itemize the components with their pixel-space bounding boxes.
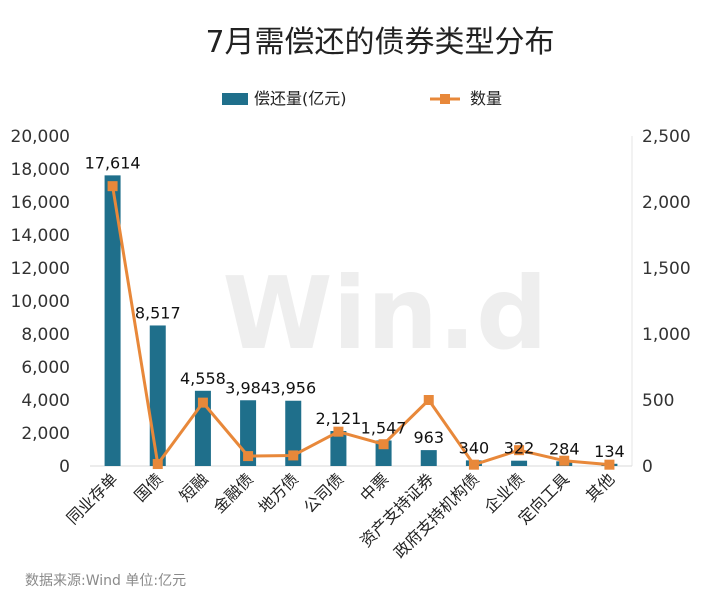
y-right-tick-label: 1,000 [642,325,691,345]
x-tick-label: 中票 [356,469,392,505]
bar [511,460,528,466]
bar-value-label: 17,614 [85,153,141,172]
count-point [559,455,570,466]
y-right-tick-label: 2,500 [642,127,691,147]
x-tick-label: 同业存单 [63,469,122,528]
watermark: Win.d [222,255,547,372]
bar [285,400,302,466]
count-point [197,397,208,408]
y-left-tick-label: 10,000 [11,292,70,312]
count-point [423,395,434,405]
legend-bar-label: 偿还量(亿元) [254,89,347,108]
legend-line-marker [440,94,450,104]
x-axis-labels: 同业存单 国债 短融金融债地方债公司债 中票资产支持证券政府支持机构债企业债定向工具其… [63,469,619,562]
count-point [152,459,163,470]
count-line-series [107,181,615,470]
x-tick-label: 金融债 [210,469,257,516]
y-left-tick-label: 6,000 [21,358,70,378]
count-point [107,181,118,192]
count-point [333,426,344,437]
legend: 偿还量(亿元) 数量 [222,89,502,108]
y-left-tick-label: 14,000 [11,226,70,246]
y-left-tick-label: 8,000 [21,325,70,345]
count-point [243,451,254,462]
y-right-tick-label: 2,000 [642,193,691,213]
bar [330,431,347,466]
bar-value-label: 3,984 [225,378,271,397]
x-tick-label: 其他 [582,469,618,505]
bar-value-label: 2,121 [316,409,362,428]
source-note: 数据来源:Wind 单位:亿元 [25,573,186,589]
y-right-tick-label: 0 [642,457,653,477]
y-left-tick-label: 2,000 [21,424,70,444]
bar-value-label: 8,517 [135,303,181,322]
count-point [468,459,479,470]
x-tick-label: 地方债 [255,469,302,516]
bar-value-label: 322 [504,439,535,458]
y-left-tick-label: 4,000 [21,391,70,411]
x-tick-label: 国债 [131,469,167,505]
y-right-tick-label: 1,500 [642,259,691,279]
y-left-tick-label: 16,000 [11,193,70,213]
y-left-tick-label: 18,000 [11,160,70,180]
count-point [378,439,389,450]
bar-value-label: 1,547 [361,418,407,437]
y-left-tick-label: 20,000 [11,127,70,147]
bar [420,450,437,466]
x-tick-label: 短融 [176,469,212,505]
y-axis-left: 0 2,000 4,000 6,000 8,000 10,000 12,000 14,000 1… [11,127,70,477]
chart-title: 7月需偿还的债券类型分布 [205,25,554,60]
count-point [604,459,615,470]
y-left-tick-label: 0 [59,457,70,477]
legend-line-label: 数量 [470,89,502,108]
bar [149,325,166,466]
x-tick-label: 公司债 [300,469,347,516]
bar [104,175,121,466]
bar-value-label: 963 [413,428,444,447]
bar-value-label: 340 [459,438,490,457]
count-point [288,450,299,461]
bar-value-label: 284 [549,439,580,458]
y-right-tick-label: 500 [642,391,674,411]
bar-value-label: 4,558 [180,369,226,388]
y-left-tick-label: 12,000 [11,259,70,279]
count-point [514,445,525,456]
bar-value-label: 134 [594,442,625,461]
y-axis-right: 0 500 1,000 1,500 2,000 2,500 [642,127,691,477]
bar-value-label: 3,956 [270,379,316,398]
count-line [111,185,610,467]
legend-bar-swatch [222,93,248,105]
